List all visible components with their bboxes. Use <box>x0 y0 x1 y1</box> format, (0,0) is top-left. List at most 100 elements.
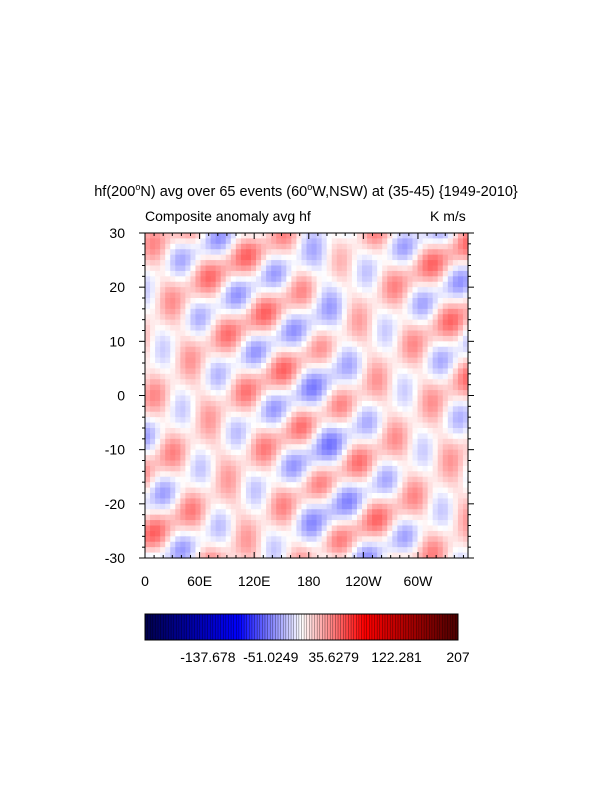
heatmap-cell <box>250 428 257 435</box>
colorbar-box <box>429 614 433 640</box>
heatmap-cell <box>341 238 348 245</box>
heatmap-cell <box>311 314 318 321</box>
heatmap-cell <box>427 319 434 326</box>
heatmap-cell <box>331 514 338 521</box>
heatmap-cell <box>316 438 323 445</box>
heatmap-cell <box>377 438 383 445</box>
heatmap-cell <box>180 471 186 478</box>
heatmap-cell <box>175 498 181 505</box>
heatmap-cell <box>220 482 227 489</box>
heatmap-cell <box>225 238 232 245</box>
heatmap-cell <box>407 325 414 332</box>
heatmap-cell <box>452 357 459 364</box>
heatmap-cell <box>362 525 368 532</box>
heatmap-cell <box>250 260 257 267</box>
heatmap-cell <box>250 417 257 424</box>
heatmap-cell <box>301 422 308 429</box>
heatmap-cell <box>351 379 358 386</box>
heatmap-cell <box>195 471 202 478</box>
heatmap-cell <box>311 395 318 402</box>
heatmap-cell <box>281 249 287 256</box>
heatmap-cell <box>301 471 308 478</box>
colorbar-box <box>364 614 368 640</box>
heatmap-cell <box>402 547 409 554</box>
heatmap-cell <box>205 384 212 391</box>
heatmap-cell <box>235 503 242 510</box>
heatmap-cell <box>276 346 282 353</box>
heatmap-cell <box>447 363 454 370</box>
heatmap-cell <box>392 498 398 505</box>
heatmap-cell <box>245 335 252 342</box>
heatmap-cell <box>190 417 197 424</box>
heatmap-cell <box>442 303 449 310</box>
heatmap-cell <box>155 482 161 489</box>
heatmap-cell <box>281 433 287 440</box>
heatmap-cell <box>271 373 277 380</box>
heatmap-cell <box>170 314 176 321</box>
heatmap-cell <box>160 547 166 554</box>
heatmap-cell <box>387 530 393 537</box>
heatmap-cell <box>331 417 338 424</box>
heatmap-cell <box>402 433 409 440</box>
heatmap-cell <box>457 243 464 250</box>
heatmap-cell <box>422 368 429 375</box>
heatmap-cell <box>261 438 267 445</box>
heatmap-cell <box>286 335 292 342</box>
heatmap-cell <box>442 260 449 267</box>
heatmap-cell <box>412 406 419 413</box>
heatmap-cell <box>150 346 156 353</box>
heatmap-cell <box>296 346 303 353</box>
heatmap-cell <box>341 547 348 554</box>
heatmap-cell <box>452 233 459 240</box>
heatmap-cell <box>291 444 298 451</box>
heatmap-cell <box>326 552 333 559</box>
heatmap-cell <box>195 379 202 386</box>
heatmap-cell <box>235 287 242 294</box>
heatmap-cell <box>286 308 292 315</box>
heatmap-cell <box>301 541 308 548</box>
colorbar-box <box>291 614 295 640</box>
heatmap-cell <box>150 325 156 332</box>
heatmap-cell <box>412 536 419 543</box>
heatmap-cell <box>240 460 247 467</box>
heatmap-cell <box>195 357 202 364</box>
heatmap-cell <box>281 455 287 462</box>
heatmap-cell <box>210 471 217 478</box>
colorbar: -137.678 -51.0249 35.6279 122.281 207 <box>144 613 470 665</box>
heatmap-cell <box>407 428 414 435</box>
heatmap-cell <box>452 471 459 478</box>
heatmap-cell <box>190 411 197 418</box>
heatmap-cell <box>250 444 257 451</box>
heatmap-cell <box>432 357 439 364</box>
colorbar-box <box>413 614 417 640</box>
heatmap-cell <box>407 400 414 407</box>
colorbar-box <box>395 614 399 640</box>
heatmap-cell <box>442 482 449 489</box>
heatmap-cell <box>331 487 338 494</box>
heatmap-cell <box>397 330 403 337</box>
heatmap-cell <box>256 482 262 489</box>
heatmap-cell <box>351 465 358 472</box>
heatmap-cell <box>250 373 257 380</box>
heatmap-cell <box>377 373 383 380</box>
heatmap-cell <box>256 552 262 559</box>
heatmap-cell <box>180 325 186 332</box>
heatmap-cell <box>296 243 303 250</box>
heatmap-cell <box>180 390 186 397</box>
heatmap-cell <box>316 509 323 516</box>
colorbar-box <box>335 614 339 640</box>
heatmap-cell <box>346 330 353 337</box>
heatmap-cell <box>397 276 403 283</box>
colorbar-box <box>191 614 195 640</box>
heatmap-cell <box>180 433 186 440</box>
heatmap-cell <box>462 352 469 359</box>
heatmap-cell <box>316 547 323 554</box>
heatmap-cell <box>291 498 298 505</box>
heatmap-cell <box>245 514 252 521</box>
heatmap-cell <box>266 520 272 527</box>
heatmap-cell <box>155 303 161 310</box>
heatmap-cell <box>165 308 171 315</box>
heatmap-cell <box>205 346 212 353</box>
heatmap-cell <box>412 303 419 310</box>
heatmap-cell <box>225 471 232 478</box>
